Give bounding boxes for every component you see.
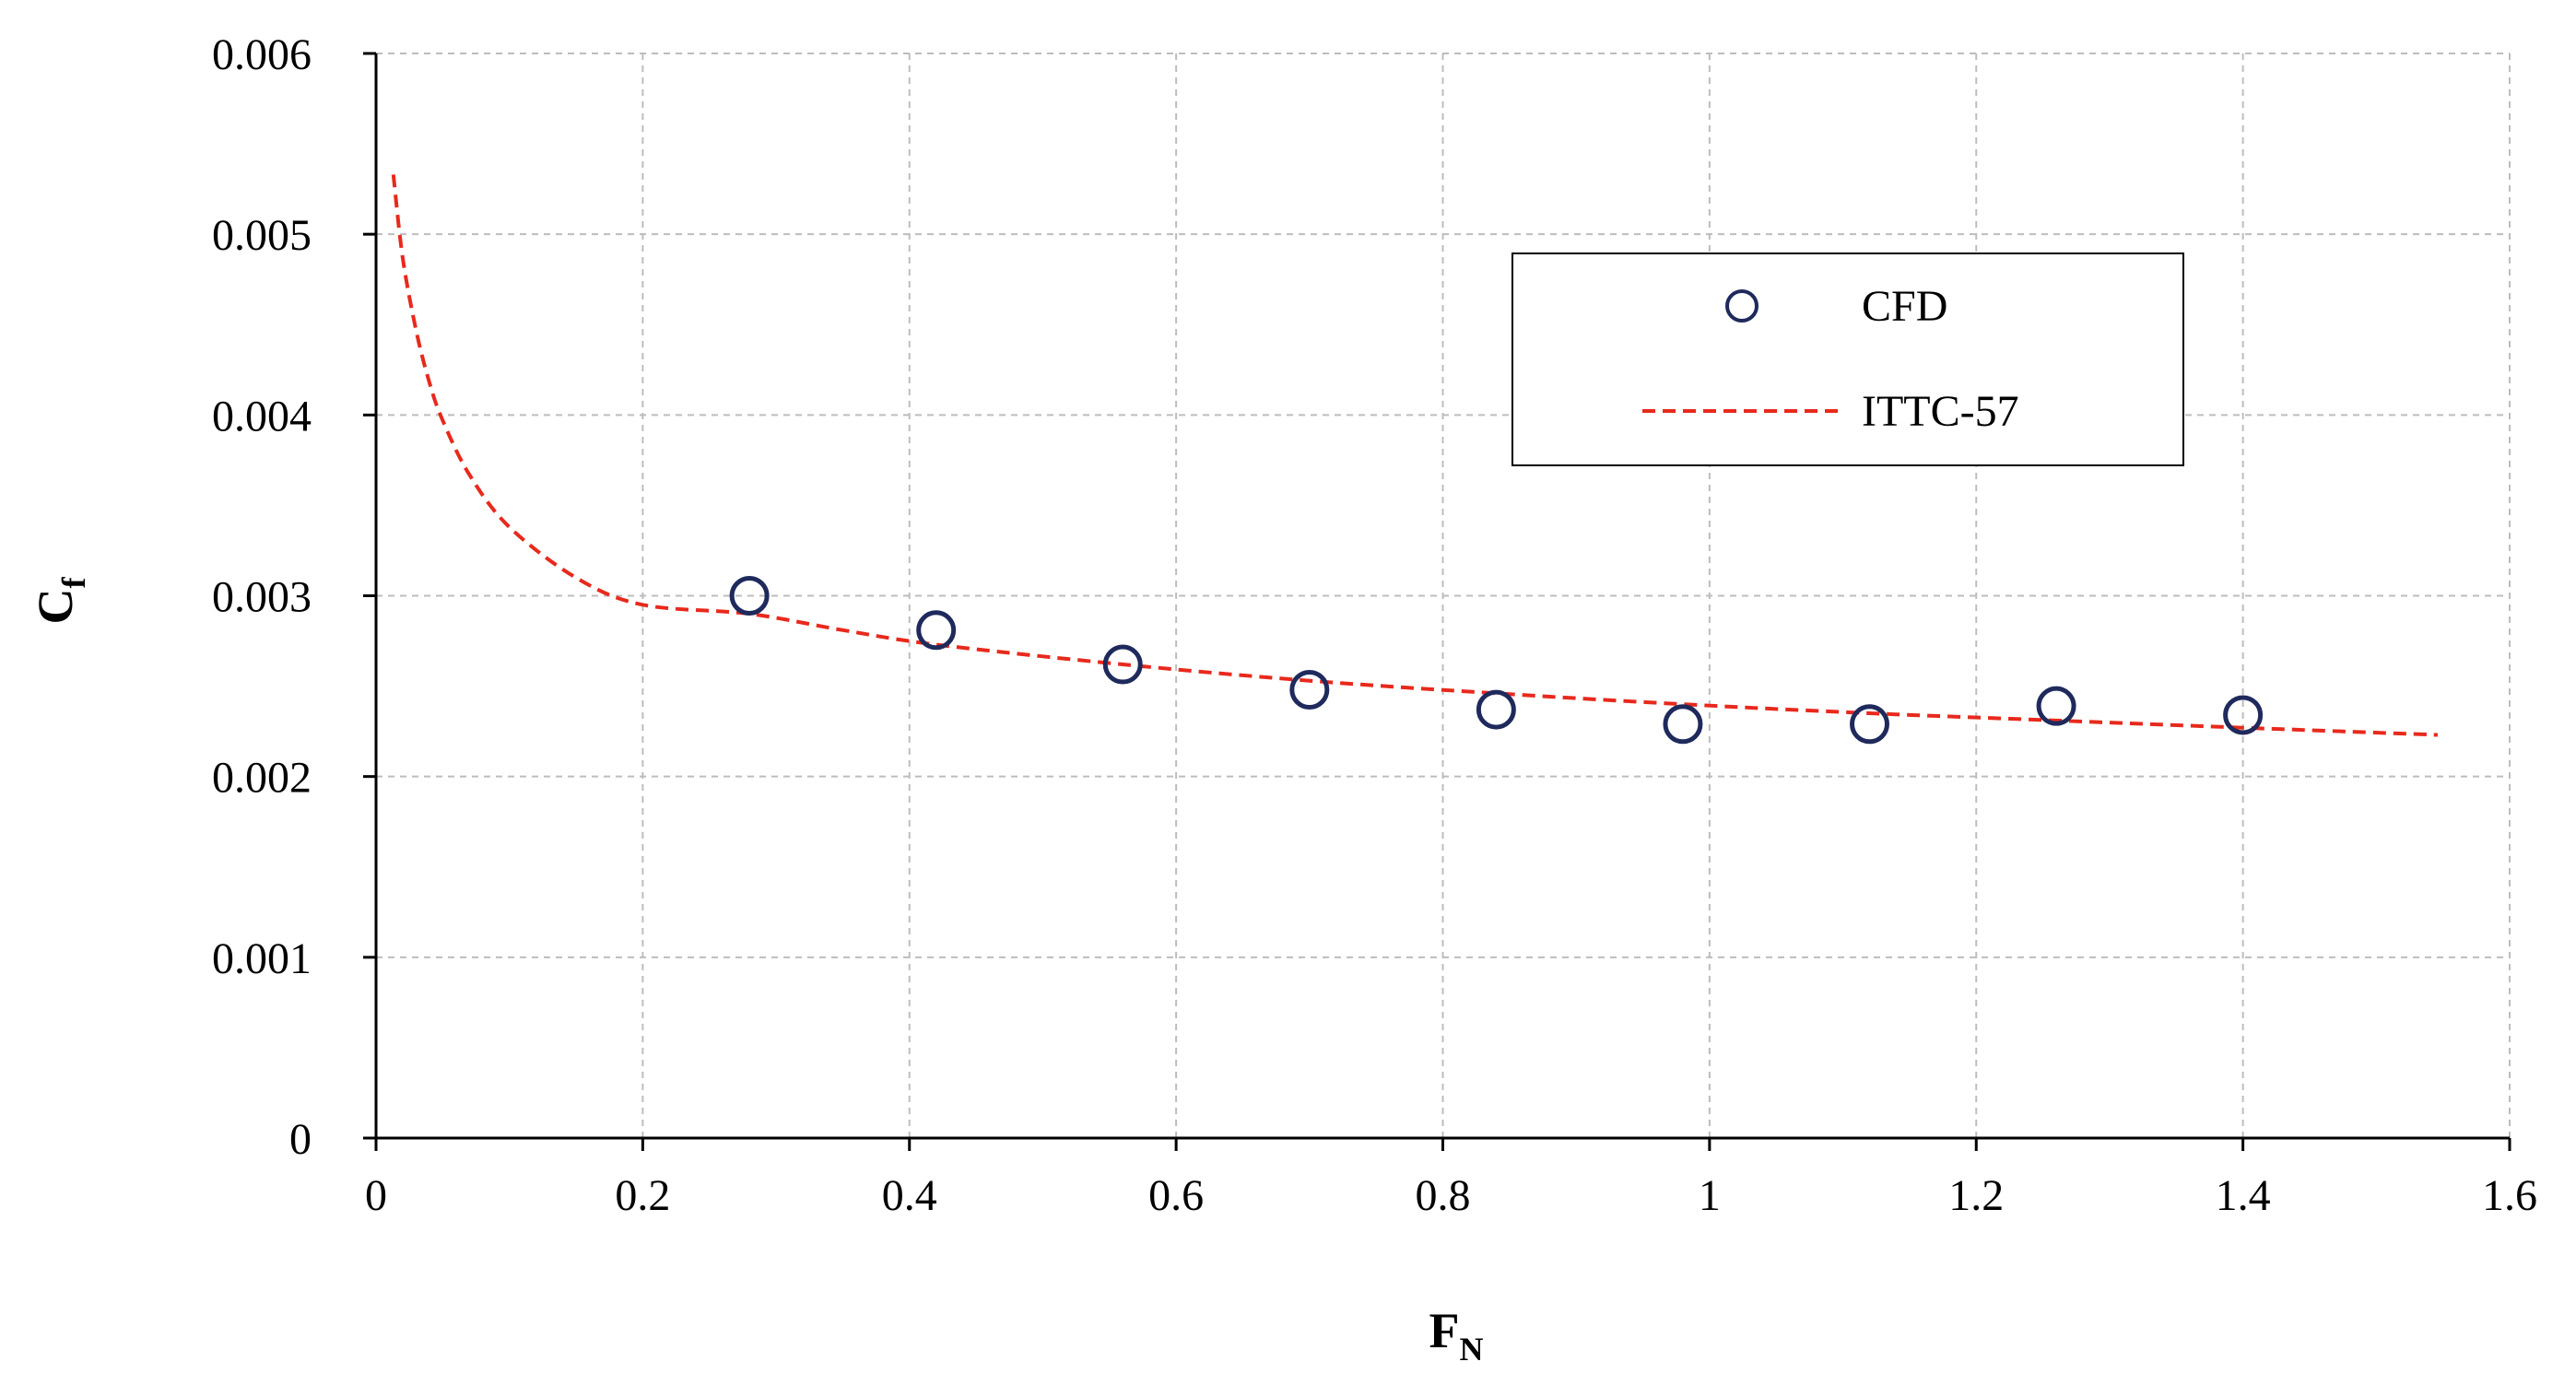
- y-axis-ticks: 0 0.001 0.002 0.003 0.004 0.005 0.006: [212, 30, 376, 1164]
- legend-ittc-label: ITTC-57: [1862, 387, 2019, 436]
- y-axis-title-main: C: [28, 589, 83, 625]
- y-axis-title: Cf: [28, 577, 92, 625]
- cfd-point-0: [729, 576, 770, 616]
- cfd-point-7: [2036, 686, 2076, 726]
- y-tick-label-3: 0.003: [212, 573, 312, 622]
- x-tick-label-0: 0: [365, 1171, 387, 1220]
- cfd-points-group: [729, 576, 2264, 745]
- cfd-point-4: [1476, 689, 1516, 730]
- x-tick-label-7: 1.4: [2216, 1171, 2271, 1220]
- cfd-point-3: [1289, 670, 1330, 710]
- legend-cfd-label: CFD: [1862, 282, 1947, 331]
- x-tick-label-2: 0.4: [882, 1171, 937, 1220]
- legend-cfd-marker: [1725, 289, 1759, 323]
- y-tick-label-2: 0.002: [212, 754, 312, 803]
- x-tick-label-6: 1.2: [1948, 1171, 2004, 1220]
- cfd-point-5: [1663, 704, 1703, 745]
- ittc-57-line-group: [391, 174, 2438, 737]
- x-tick-label-1: 0.2: [615, 1171, 670, 1220]
- cfd-point-2: [1102, 644, 1143, 685]
- legend: CFD ITTC-57: [1511, 252, 2184, 466]
- y-axis-title-sub: f: [55, 577, 92, 589]
- cfd-point-1: [916, 610, 957, 651]
- y-tick-label-0: 0: [289, 1115, 312, 1164]
- y-tick-label-4: 0.004: [212, 392, 312, 440]
- grid-lines: [376, 53, 2511, 1138]
- x-tick-label-5: 1: [1699, 1171, 1721, 1220]
- x-axis-title: FN: [1429, 1303, 1484, 1368]
- x-tick-label-3: 0.6: [1148, 1171, 1204, 1220]
- legend-box: [1511, 252, 2184, 466]
- x-axis-ticks: 0 0.2 0.4 0.6 0.8 1 1.2 1.4 1.6: [365, 1138, 2537, 1220]
- y-tick-label-6: 0.006: [212, 30, 312, 79]
- cfd-point-8: [2223, 695, 2264, 735]
- y-tick-label-5: 0.005: [212, 211, 312, 260]
- y-tick-label-1: 0.001: [212, 934, 312, 983]
- x-axis-title-main: F: [1429, 1303, 1460, 1358]
- x-axis-title-sub: N: [1460, 1331, 1484, 1368]
- ittc-57-line: [391, 174, 2438, 737]
- x-tick-label-4: 0.8: [1416, 1171, 1471, 1220]
- cfd-point-6: [1850, 704, 1889, 745]
- x-tick-label-8: 1.6: [2482, 1171, 2537, 1220]
